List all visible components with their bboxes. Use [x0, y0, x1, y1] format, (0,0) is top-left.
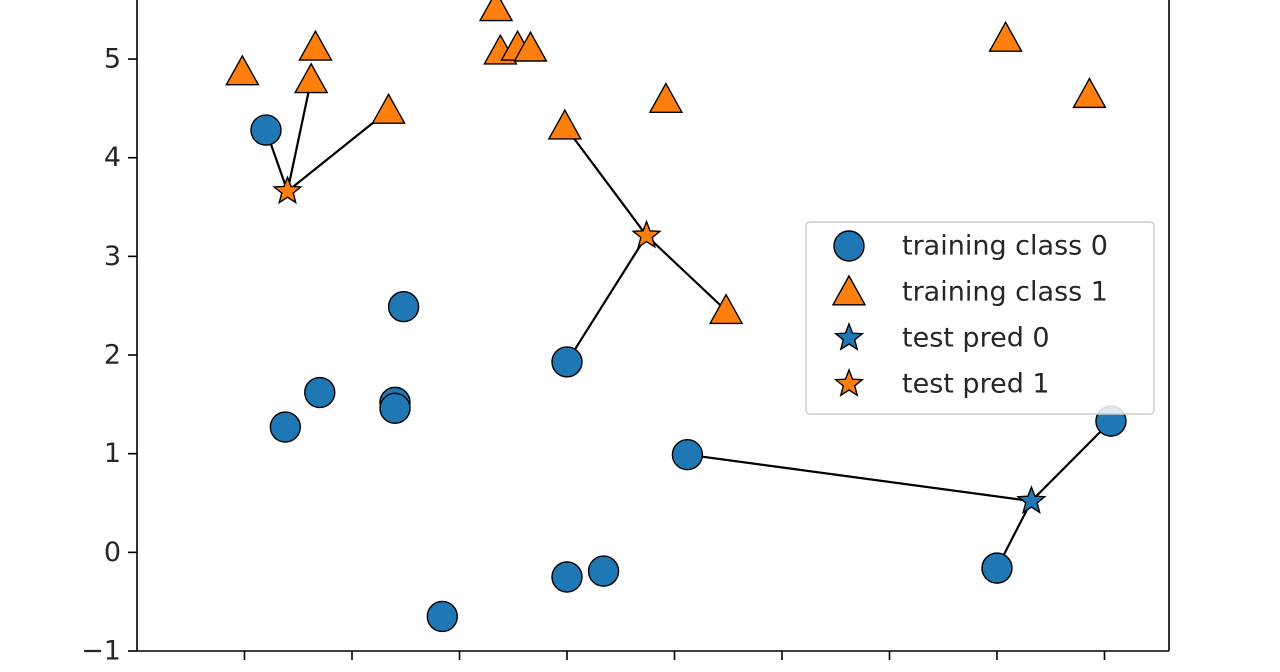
legend-label: training class 1 — [902, 277, 1108, 308]
legend: training class 0 training class 1 test pre… — [805, 221, 1155, 415]
y-tick-label: −1 — [81, 636, 121, 667]
neighbor-line — [286, 79, 313, 192]
training-class-1-point — [225, 54, 260, 86]
training-class-0-point — [551, 561, 583, 593]
y-tick-label: 4 — [104, 142, 121, 173]
test-pred-0-point — [1016, 485, 1047, 514]
y-tick-label: 5 — [104, 44, 121, 75]
legend-label: test pred 1 — [902, 369, 1050, 400]
legend-box — [805, 221, 1155, 415]
training-class-0-point — [269, 411, 302, 443]
training-class-0-point — [587, 555, 620, 587]
legend-label: test pred 0 — [902, 323, 1050, 354]
test-pred-1-point — [272, 175, 303, 205]
axes: −1 0 1 2 3 4 5 — [81, 0, 1170, 667]
training-class-1-point — [708, 293, 744, 325]
training-class-1-point — [513, 30, 548, 62]
test-pred-1-point — [631, 219, 662, 249]
neighbor-line — [563, 125, 648, 237]
training-class-1-point — [547, 108, 583, 140]
neighbor-line — [687, 453, 1032, 503]
legend-marker-test-pred-1 — [833, 368, 865, 397]
neighbor-lines — [264, 79, 1112, 569]
legend-marker-training-class-0 — [833, 230, 865, 262]
training-class-0-point — [379, 392, 411, 425]
neighbor-line — [566, 235, 648, 363]
training-class-0-point — [671, 438, 704, 471]
training-class-0-point — [981, 552, 1013, 584]
training-class-0-point — [304, 376, 336, 409]
training-class-1-point — [298, 29, 333, 61]
legend-marker-training-class-1 — [831, 274, 867, 306]
y-tick-label: 3 — [104, 241, 121, 272]
y-tick-label: 1 — [104, 438, 121, 469]
training-class-1-point — [988, 20, 1023, 52]
training-class-1-point — [648, 82, 684, 114]
training-class-0-point — [387, 290, 420, 323]
training-class-1-point — [371, 92, 406, 124]
training-class-1-point — [293, 62, 329, 94]
training-class-0-point — [551, 346, 583, 378]
legend-label: training class 0 — [902, 231, 1108, 262]
y-tick-label: 2 — [104, 340, 121, 371]
training-class-1-point — [478, 0, 514, 22]
neighbor-line — [1030, 420, 1112, 502]
y-tick-label: 0 — [104, 537, 121, 568]
training-class-0-point — [426, 600, 458, 633]
legend-marker-test-pred-0 — [833, 322, 865, 351]
training-class-0-point — [250, 114, 282, 146]
data-points — [225, 0, 1127, 633]
neighbor-line — [645, 234, 727, 312]
training-class-1-point — [1072, 77, 1107, 109]
